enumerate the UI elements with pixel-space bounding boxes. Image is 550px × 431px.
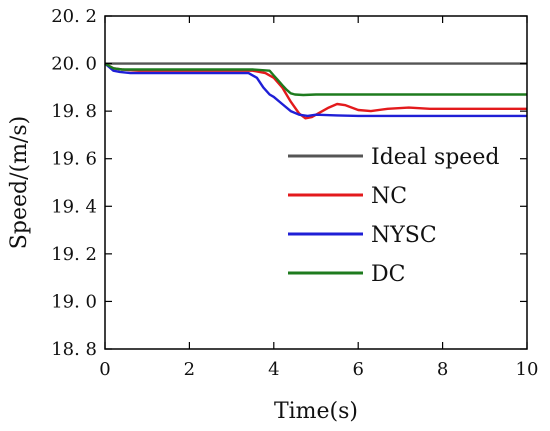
y-tick-label: 19. 2 (51, 244, 97, 265)
x-tick-label: 10 (516, 359, 539, 380)
y-tick-label: 19. 0 (51, 291, 97, 312)
y-tick-label: 19. 6 (51, 149, 97, 170)
x-axis-label: Time(s) (274, 399, 358, 424)
y-tick-label: 20. 0 (51, 54, 97, 75)
y-tick-label: 20. 2 (51, 6, 97, 27)
legend-label: DC (371, 262, 405, 287)
y-tick-label: 19. 8 (51, 101, 97, 122)
y-tick-label: 18. 8 (51, 339, 97, 360)
legend-label: Ideal speed (371, 145, 499, 170)
x-tick-label: 2 (184, 359, 195, 380)
y-tick-label: 19. 4 (51, 196, 97, 217)
series-line-nysc (104, 62, 527, 118)
x-tick-label: 8 (437, 359, 448, 380)
x-tick-label: 6 (352, 359, 363, 380)
legend: Ideal speed NC NYSC DC (288, 145, 499, 287)
x-tick-label: 4 (268, 359, 279, 380)
legend-label: NC (371, 184, 407, 209)
x-tick-label: 0 (99, 359, 110, 380)
series-line-nc (104, 62, 527, 120)
plot-frame (104, 15, 528, 350)
legend-label: NYSC (371, 223, 437, 248)
series-line-dc (104, 62, 527, 97)
y-axis-label: Speed/(m/s) (7, 116, 32, 249)
